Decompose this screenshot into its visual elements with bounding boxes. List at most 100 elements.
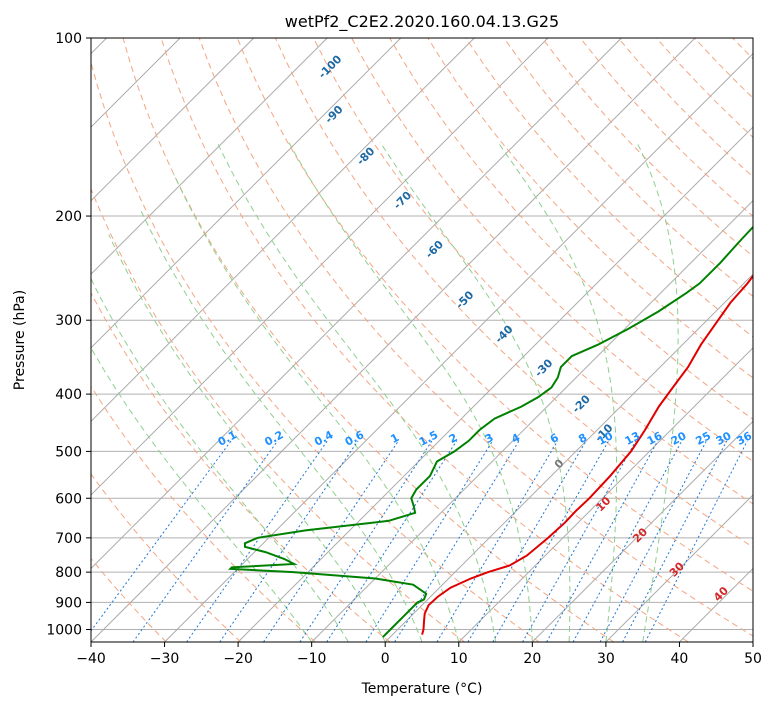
dry-adiabat-line xyxy=(656,38,753,139)
isopleth-label-layer: -100-90-80-70-60-50-40-30-20-100.1 0.2 0.4… xyxy=(216,52,755,604)
y-tick-label: 400 xyxy=(55,387,82,403)
mixing-ratio-line xyxy=(186,440,328,642)
dry-adiabat-line xyxy=(160,38,689,642)
moist-adiabat-line xyxy=(288,141,533,642)
x-tick-label: −20 xyxy=(223,651,253,667)
isotherm-line xyxy=(91,38,255,202)
dry-adiabat-label: -60 xyxy=(423,238,446,261)
isotherm-line xyxy=(91,38,549,496)
moist-adiabat-line xyxy=(379,141,571,642)
dry-adiabat-line xyxy=(541,38,753,257)
x-tick-label: 30 xyxy=(597,651,615,667)
series-layer xyxy=(228,225,753,638)
dry-adiabat-line xyxy=(91,187,465,642)
mixing-ratio-line xyxy=(91,440,232,632)
mixing-ratio-label: 30 xyxy=(714,429,734,448)
dry-adiabat-line xyxy=(313,38,753,505)
x-tick-label: 40 xyxy=(671,651,689,667)
y-tick-label: 100 xyxy=(55,31,82,47)
mixing-ratio-line xyxy=(467,440,587,642)
mixing-ratio-line xyxy=(572,440,683,642)
mixing-ratio-label: 0.4 xyxy=(312,428,336,449)
tick-layer: −40 −30 −20 −10 0 10 20 30 40 5010020030040050060… xyxy=(46,31,762,667)
dry-adiabat-line xyxy=(91,385,316,642)
isotherm-line xyxy=(384,273,753,642)
mixing-ratio-label: 16 xyxy=(645,429,665,448)
y-tick-label: 900 xyxy=(55,595,82,611)
mixing-ratio-line xyxy=(132,440,279,642)
y-axis-label: Pressure (hPa) xyxy=(12,290,28,390)
dry-adiabat-label: -30 xyxy=(532,356,555,379)
moist-adiabat-label: 40 xyxy=(711,584,731,604)
isotherm-line xyxy=(605,494,753,642)
moist-adiabat-line xyxy=(139,209,423,642)
moist-adiabat-label: 20 xyxy=(630,525,650,545)
moist-adiabat-line xyxy=(216,141,497,642)
dry-adiabat-line xyxy=(694,38,753,99)
isotherm-line xyxy=(679,567,753,642)
moist-adiabat-line xyxy=(173,174,460,642)
moist-adiabat-label: 0 xyxy=(552,456,567,471)
mixing-ratio-label: 25 xyxy=(693,429,713,448)
dry-adiabat-label: -50 xyxy=(453,288,476,311)
dry-adiabat-line xyxy=(389,38,753,420)
mixing-ratio-label: 6 xyxy=(548,431,561,446)
x-tick-label: 0 xyxy=(381,651,390,667)
y-tick-label: 700 xyxy=(55,531,82,547)
mixing-ratio-label: 2 xyxy=(447,431,460,446)
temperature-trace xyxy=(421,274,753,635)
mixing-ratio-line xyxy=(436,440,559,642)
x-tick-label: 50 xyxy=(744,651,762,667)
mixing-ratio-line xyxy=(644,440,748,642)
x-tick-label: −30 xyxy=(150,651,180,667)
dry-adiabat-line xyxy=(236,38,753,592)
moist-adiabat-label: 30 xyxy=(667,559,687,579)
mixing-ratio-label: 20 xyxy=(669,429,689,448)
mixing-ratio-label: 0.1 xyxy=(216,428,239,449)
grid-layer xyxy=(91,38,753,642)
dry-adiabat-line xyxy=(274,38,753,548)
mixing-ratio-line xyxy=(492,440,610,642)
isotherm-line xyxy=(164,52,753,642)
mixing-ratio-label: 10 xyxy=(596,429,616,448)
y-tick-label: 300 xyxy=(55,313,82,329)
mixing-ratio-label: 0.2 xyxy=(262,428,285,449)
moist-adiabat-line xyxy=(497,141,618,642)
chart-title: wetPf2_C2E2.2020.160.04.13.G25 xyxy=(285,12,559,32)
x-tick-label: −10 xyxy=(297,651,327,667)
moist-adiabat-line xyxy=(636,141,679,642)
dry-adiabat-line xyxy=(122,38,614,642)
isotherm-line xyxy=(91,38,402,349)
x-axis-label: Temperature (°C) xyxy=(361,681,483,697)
mixing-ratio-line xyxy=(263,440,399,642)
isotherm-line xyxy=(237,126,753,642)
isotherm-line xyxy=(531,420,753,642)
mixing-ratio-line xyxy=(394,440,520,642)
x-tick-label: 20 xyxy=(523,651,541,667)
mixing-ratio-label: 0.6 xyxy=(343,428,367,449)
dry-adiabat-line xyxy=(427,38,753,379)
y-tick-label: 600 xyxy=(55,491,82,507)
mixing-ratio-label: 36 xyxy=(734,429,754,448)
moist-adiabat-line xyxy=(108,234,386,642)
x-tick-label: 10 xyxy=(450,651,468,667)
dry-adiabat-line xyxy=(91,60,540,642)
dry-adiabat-label: -90 xyxy=(322,103,345,126)
mixing-ratio-label: 8 xyxy=(576,431,589,446)
dry-adiabat-line xyxy=(465,38,753,338)
dry-adiabat-line xyxy=(198,38,753,637)
dry-adiabat-label: -40 xyxy=(492,322,515,345)
isotherm-line xyxy=(311,199,753,642)
isotherm-line xyxy=(91,38,696,642)
dry-adiabat-line xyxy=(91,473,242,642)
dewpoint-trace xyxy=(228,225,753,638)
y-tick-label: 800 xyxy=(55,565,82,581)
mixing-ratio-label: 3 xyxy=(483,431,496,446)
mixing-ratio-line xyxy=(219,440,359,642)
mixing-ratio-label: 1 xyxy=(388,431,401,446)
moist-adiabat-line xyxy=(91,277,349,642)
mixing-ratio-line xyxy=(599,440,707,642)
isotherm-line xyxy=(91,38,622,570)
dry-adiabat-label: -20 xyxy=(570,392,593,415)
